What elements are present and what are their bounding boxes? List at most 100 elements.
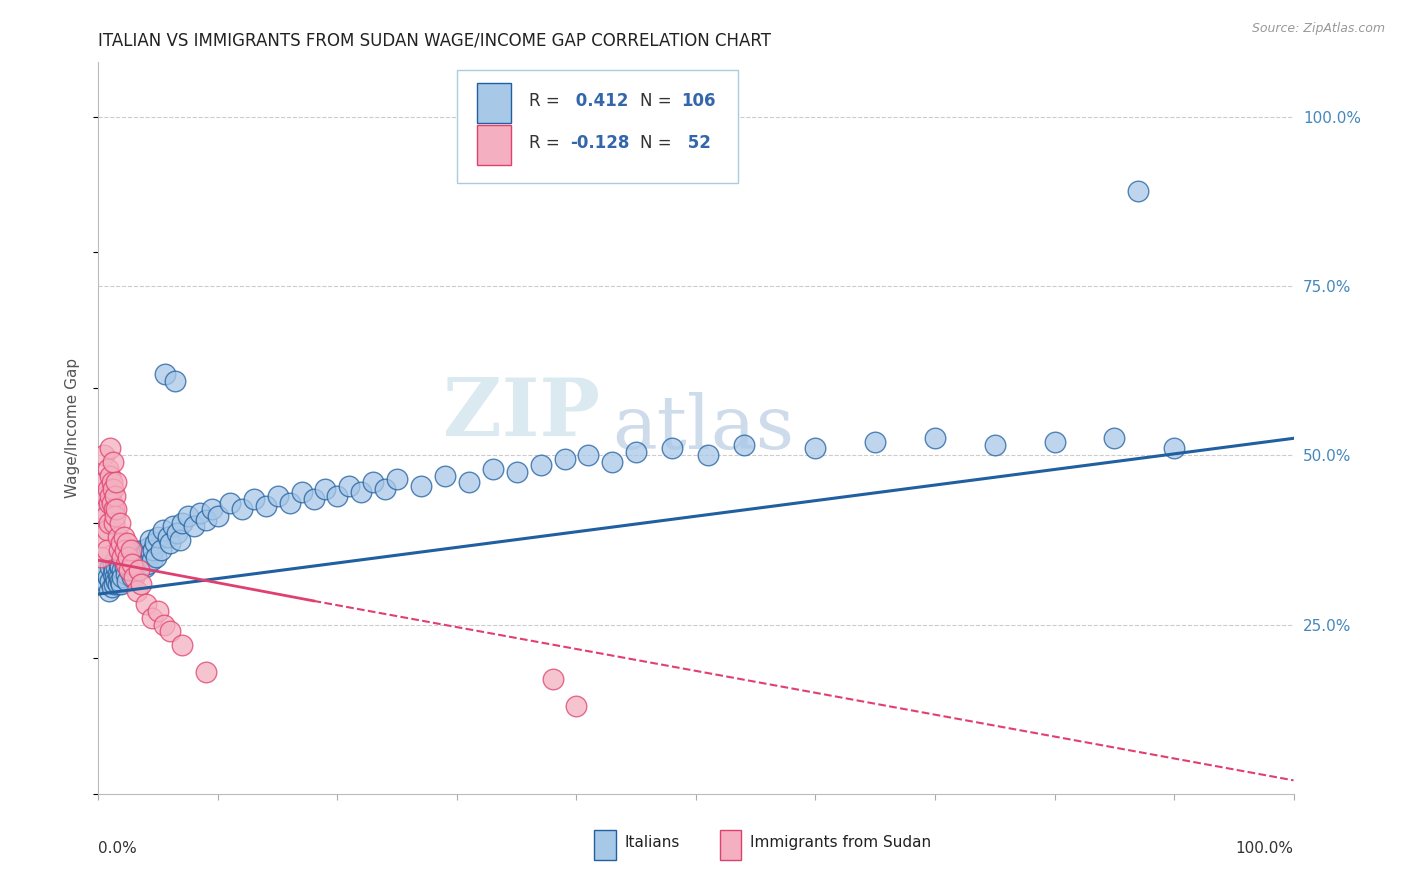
Point — [339, 479, 361, 493]
Text: R =: R = — [529, 92, 565, 111]
Point — [110, 577, 132, 591]
Point — [131, 557, 153, 571]
Y-axis label: Wage/Income Gap: Wage/Income Gap — [65, 358, 80, 499]
Point — [411, 479, 433, 493]
Point — [302, 492, 325, 507]
Point — [865, 434, 887, 449]
Point — [626, 445, 648, 459]
Point — [115, 536, 138, 550]
Point — [90, 549, 112, 564]
Point — [578, 448, 600, 462]
Point — [94, 509, 117, 524]
Point — [129, 549, 152, 564]
Point — [1043, 434, 1066, 449]
Text: ZIP: ZIP — [443, 375, 600, 452]
Point — [231, 502, 253, 516]
Point — [107, 570, 129, 584]
Point — [267, 489, 290, 503]
Point — [118, 563, 141, 577]
Point — [697, 448, 720, 462]
Point — [100, 475, 122, 490]
Point — [115, 574, 138, 588]
Point — [804, 442, 827, 456]
Point — [434, 468, 457, 483]
Point — [169, 533, 191, 547]
Point — [124, 557, 146, 571]
Point — [183, 519, 205, 533]
Point — [145, 549, 167, 564]
Point — [105, 560, 128, 574]
Point — [98, 442, 122, 456]
Point — [984, 438, 1007, 452]
Point — [111, 570, 134, 584]
Point — [385, 472, 409, 486]
Point — [98, 560, 122, 574]
Point — [135, 546, 157, 560]
FancyBboxPatch shape — [477, 125, 510, 165]
Point — [104, 553, 127, 567]
Point — [103, 502, 125, 516]
Text: 106: 106 — [682, 92, 716, 111]
Text: R =: R = — [529, 134, 565, 152]
Point — [94, 489, 117, 503]
Point — [124, 570, 146, 584]
Point — [602, 455, 624, 469]
Point — [111, 563, 134, 577]
Point — [122, 543, 145, 558]
Point — [128, 560, 150, 574]
Point — [100, 580, 122, 594]
Point — [162, 519, 184, 533]
Point — [93, 475, 115, 490]
Point — [107, 577, 129, 591]
FancyBboxPatch shape — [477, 83, 510, 123]
Point — [131, 577, 153, 591]
Text: ITALIAN VS IMMIGRANTS FROM SUDAN WAGE/INCOME GAP CORRELATION CHART: ITALIAN VS IMMIGRANTS FROM SUDAN WAGE/IN… — [98, 32, 772, 50]
Point — [481, 462, 505, 476]
Text: atlas: atlas — [613, 392, 794, 465]
Point — [98, 574, 122, 588]
Point — [201, 502, 224, 516]
Point — [104, 509, 127, 524]
Point — [541, 672, 564, 686]
Point — [139, 546, 162, 560]
Point — [155, 367, 177, 381]
Point — [110, 536, 132, 550]
Point — [91, 502, 114, 516]
Point — [661, 442, 683, 456]
Point — [554, 451, 576, 466]
Point — [1104, 431, 1126, 445]
Point — [98, 516, 121, 530]
Point — [111, 549, 134, 564]
Text: N =: N = — [640, 134, 676, 152]
Point — [103, 577, 125, 591]
FancyBboxPatch shape — [457, 70, 738, 183]
Point — [458, 475, 481, 490]
Point — [125, 546, 148, 560]
Point — [278, 496, 301, 510]
Text: 0.0%: 0.0% — [98, 841, 138, 856]
Point — [159, 624, 181, 639]
Point — [326, 489, 349, 503]
Point — [105, 502, 128, 516]
Point — [924, 431, 946, 445]
Point — [166, 526, 188, 541]
Point — [148, 604, 170, 618]
Point — [141, 611, 163, 625]
Point — [110, 549, 132, 564]
Point — [530, 458, 553, 473]
Point — [101, 557, 124, 571]
Point — [188, 506, 211, 520]
Point — [733, 438, 755, 452]
Point — [243, 492, 266, 507]
Point — [104, 489, 127, 503]
Point — [120, 549, 142, 564]
Point — [141, 553, 163, 567]
Point — [207, 509, 229, 524]
Point — [98, 496, 121, 510]
Point — [254, 499, 277, 513]
Point — [117, 557, 139, 571]
Point — [291, 485, 314, 500]
Point — [96, 523, 118, 537]
Point — [131, 543, 153, 558]
Point — [118, 563, 141, 577]
